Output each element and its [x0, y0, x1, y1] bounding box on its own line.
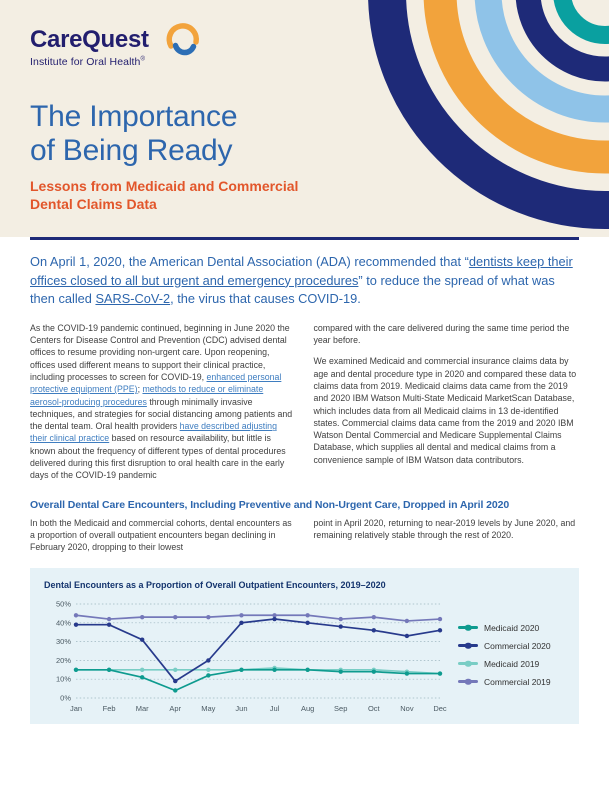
title-line-1: The Importance: [30, 100, 238, 133]
legend-label: Medicaid 2020: [484, 622, 540, 633]
chart-row: 0% 10% 20% 30% 40% 50% Jan Feb Mar Apr May Jun Jul Au…: [44, 594, 565, 716]
body-columns: As the COVID-19 pandemic continued, begi…: [30, 322, 579, 482]
svg-text:Oct: Oct: [368, 704, 381, 713]
body-text: through minimally invasive techniques, a…: [30, 396, 293, 432]
body-text: As the COVID-19 pandemic continued, begi…: [30, 322, 290, 382]
decorative-arcs-icon: [368, 0, 609, 229]
body-column-right: compared with the care delivered during …: [314, 322, 580, 482]
svg-text:0%: 0%: [60, 693, 71, 702]
legend-item: Medicaid 2019: [458, 659, 565, 669]
svg-text:20%: 20%: [56, 656, 71, 665]
line-chart: 0% 10% 20% 30% 40% 50% Jan Feb Mar Apr May Jun Jul Au…: [56, 599, 447, 713]
divider-rule: [30, 237, 579, 240]
svg-text:10%: 10%: [56, 674, 71, 683]
logo-wordmark: CareQuest: [30, 26, 149, 53]
svg-text:Sep: Sep: [334, 704, 347, 713]
masthead: CareQuest Institute for Oral Health® The…: [0, 0, 609, 237]
aerosol-procedures-link[interactable]: methods to reduce or eliminate aerosol-p…: [30, 384, 264, 407]
legend-swatch: [458, 660, 478, 667]
ada-recommendation-link[interactable]: dentists keep their offices closed to al…: [30, 254, 573, 288]
carequest-logo: CareQuest Institute for Oral Health®: [30, 23, 199, 68]
body-paragraph: compared with the care delivered during …: [313, 322, 570, 345]
intro-text: , the virus that causes COVID-19.: [170, 291, 361, 307]
section-column-right: point in April 2020, returning to near-2…: [313, 517, 576, 541]
legend-label: Commercial 2019: [484, 676, 551, 687]
svg-text:Jun: Jun: [235, 704, 247, 713]
svg-text:May: May: [201, 704, 215, 713]
svg-text:50%: 50%: [56, 599, 71, 608]
chart-legend: Medicaid 2020 Commercial 2020 Medicaid 201…: [448, 623, 565, 687]
legend-dot-icon: [464, 660, 472, 667]
svg-text:40%: 40%: [56, 618, 71, 627]
legend-swatch: [458, 678, 478, 685]
chart-panel: Dental Encounters as a Proportion of Ove…: [30, 567, 579, 724]
logo-tagline: Institute for Oral Health®: [30, 56, 149, 68]
svg-text:Apr: Apr: [169, 704, 181, 713]
body-text: based on resource availability, but litt…: [30, 433, 286, 481]
registered-mark: ®: [140, 56, 145, 63]
svg-text:Nov: Nov: [400, 704, 414, 713]
svg-text:Dec: Dec: [433, 704, 447, 713]
legend-label: Medicaid 2019: [484, 658, 540, 669]
legend-item: Medicaid 2020: [458, 623, 565, 633]
body-column-left: As the COVID-19 pandemic continued, begi…: [30, 322, 296, 482]
page-subtitle: Lessons from Medicaid and Commercial Dent…: [30, 177, 298, 213]
intro-paragraph: On April 1, 2020, the American Dental As…: [30, 253, 579, 309]
subtitle-line-1: Lessons from Medicaid and Commercial: [30, 178, 299, 194]
chart-title: Dental Encounters as a Proportion of Ove…: [44, 579, 386, 590]
body-paragraph: We examined Medicaid and commercial insu…: [313, 356, 577, 465]
page-title: The Importance of Being Ready: [30, 100, 238, 168]
intro-text: ” to reduce the spread of what was then …: [30, 272, 555, 307]
body-text: ;: [137, 384, 143, 395]
legend-swatch: [458, 624, 478, 631]
subtitle-line-2: Dental Claims Data: [30, 196, 157, 213]
legend-swatch: [458, 642, 478, 649]
legend-dot-icon: [464, 678, 472, 685]
clinical-practice-link[interactable]: have described adjusting their clinical …: [30, 421, 277, 444]
legend-dot-icon: [464, 642, 472, 649]
svg-text:Mar: Mar: [136, 704, 149, 713]
sars-cov-2-link[interactable]: SARS-CoV-2: [95, 291, 171, 307]
logo-c-icon: [166, 23, 199, 56]
legend-dot-icon: [464, 624, 472, 631]
ppe-link[interactable]: enhanced personal protective equipment (…: [30, 371, 282, 395]
logo-tagline-text: Institute for Oral Health: [30, 56, 141, 68]
legend-item: Commercial 2020: [458, 641, 565, 651]
intro-text: On April 1, 2020, the American Dental As…: [30, 254, 469, 269]
section-heading: Overall Dental Care Encounters, Includin…: [30, 498, 510, 511]
svg-text:Jul: Jul: [270, 704, 280, 713]
title-line-2: of Being Ready: [30, 133, 233, 167]
section-columns: In both the Medicaid and commercial coho…: [30, 517, 579, 554]
legend-label: Commercial 2020: [484, 640, 551, 651]
svg-text:30%: 30%: [56, 637, 71, 646]
svg-text:Jan: Jan: [70, 704, 82, 713]
svg-text:Feb: Feb: [103, 704, 116, 713]
section-column-left: In both the Medicaid and commercial coho…: [30, 517, 292, 553]
legend-item: Commercial 2019: [458, 677, 565, 687]
content-area: On April 1, 2020, the American Dental As…: [0, 253, 609, 724]
svg-text:Aug: Aug: [301, 704, 314, 713]
